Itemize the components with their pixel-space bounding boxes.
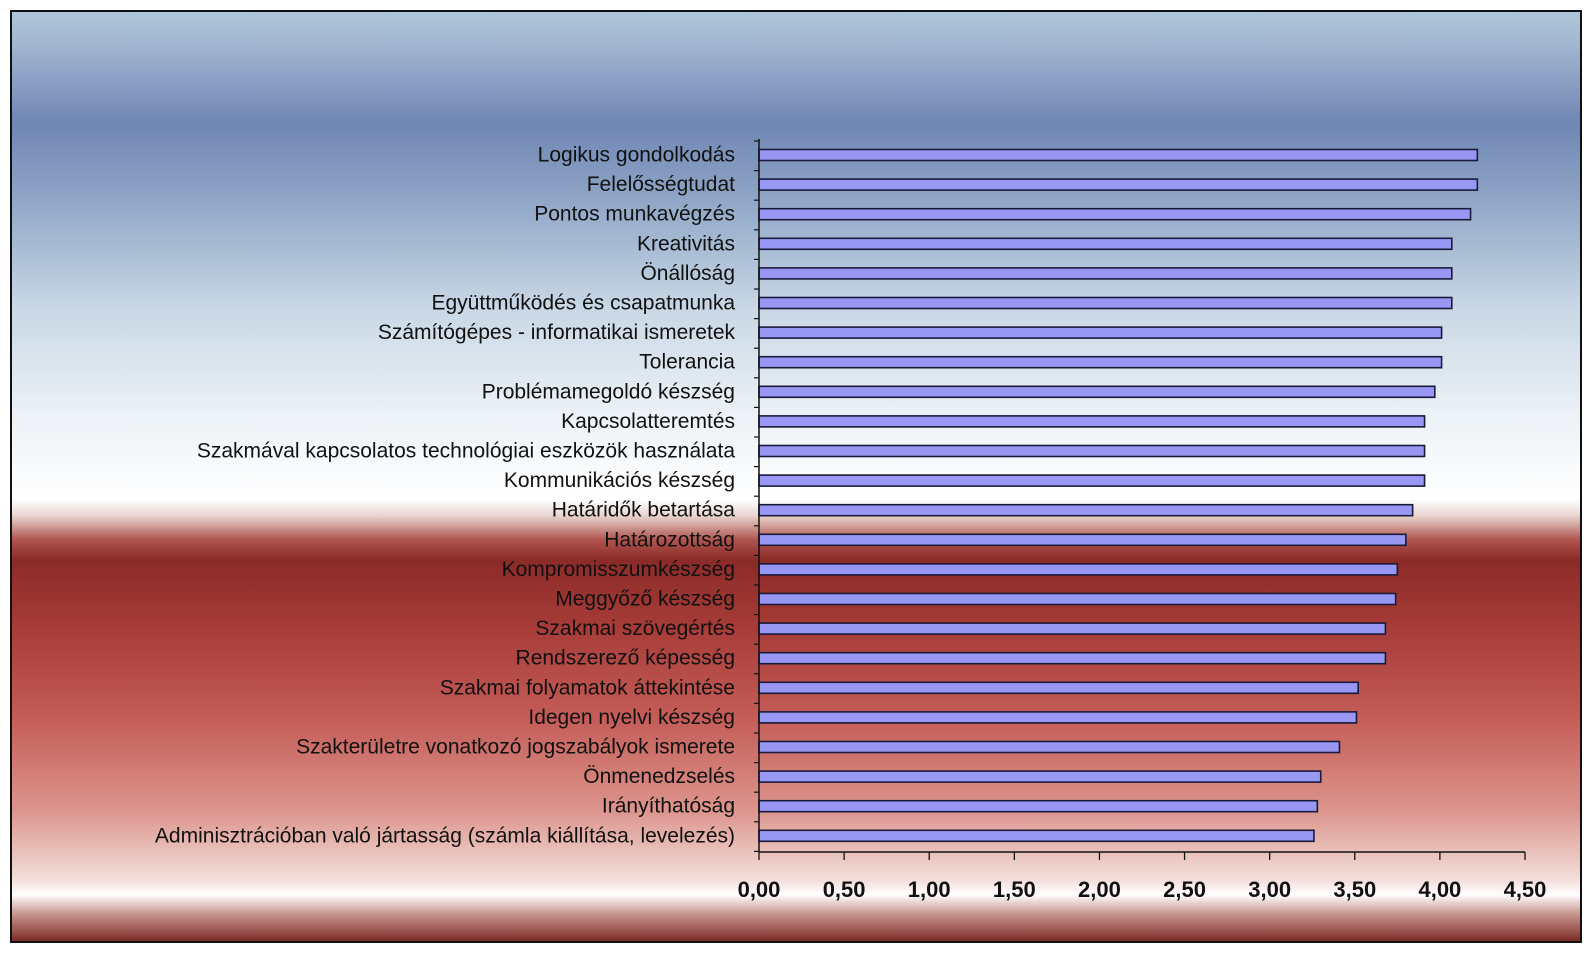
x-tick-label: 4,50: [1504, 877, 1547, 902]
category-label: Szakterületre vonatkozó jogszabályok ism…: [296, 736, 735, 759]
bar: [758, 651, 1387, 665]
bar-chart: Logikus gondolkodás Felelősségtudat Pontos…: [155, 139, 1547, 902]
category-label: Számítógépes - informatikai ismeretek: [378, 321, 736, 344]
bars-layer: [758, 148, 1479, 843]
bar: [758, 799, 1319, 813]
bar: [758, 444, 1426, 458]
bar: [758, 267, 1453, 280]
x-tick-label: 2,50: [1163, 877, 1206, 902]
category-label: Határozottság: [604, 528, 735, 551]
category-label: Kreativitás: [637, 232, 735, 255]
category-label: Határidők betartása: [552, 499, 736, 522]
bar: [758, 296, 1453, 310]
x-tick-label: 1,00: [908, 877, 951, 902]
category-label: Kapcsolatteremtés: [561, 410, 735, 433]
bar: [758, 622, 1387, 635]
bar: [758, 681, 1359, 695]
x-tick-label: 0,00: [738, 877, 781, 902]
bar: [758, 592, 1397, 606]
category-label: Idegen nyelvi készség: [528, 706, 735, 729]
category-label: Irányíthatóság: [602, 795, 735, 818]
category-label: Problémamegoldó készség: [482, 380, 735, 403]
bar: [758, 533, 1407, 547]
category-labels: Logikus gondolkodás Felelősségtudat Pontos…: [155, 144, 736, 848]
bar: [758, 148, 1479, 162]
category-label: Önmenedzselés: [583, 765, 735, 788]
bar: [758, 178, 1479, 191]
bar: [758, 207, 1472, 221]
bar: [758, 326, 1443, 339]
axes-layer: [754, 139, 1526, 860]
bar: [758, 415, 1426, 428]
bar: [758, 740, 1341, 754]
x-tick-label: 3,00: [1248, 877, 1291, 902]
bar: [758, 770, 1322, 783]
category-label: Kompromisszumkészség: [502, 558, 735, 581]
bar: [758, 237, 1453, 251]
category-label: Együttműködés és csapatmunka: [432, 292, 736, 315]
x-tick-label: 1,50: [993, 877, 1036, 902]
bar: [758, 503, 1414, 517]
category-label: Meggyőző készség: [555, 588, 735, 611]
x-tick-labels: 0,00 0,50 1,00 1,50 2,00 2,50 3,00 3,50 4,00 4,50: [738, 877, 1547, 902]
bar: [758, 355, 1443, 369]
category-label: Logikus gondolkodás: [538, 144, 735, 167]
category-label: Szakmai folyamatok áttekintése: [440, 676, 735, 699]
bar: [758, 474, 1426, 487]
x-tick-label: 3,50: [1333, 877, 1376, 902]
bar: [758, 829, 1315, 843]
chart-frame: Logikus gondolkodás Felelősségtudat Pontos…: [10, 10, 1582, 943]
category-label: Rendszerező képesség: [516, 647, 735, 670]
bar: [758, 385, 1436, 399]
category-label: Önállóság: [640, 262, 735, 285]
category-label: Pontos munkavégzés: [534, 203, 735, 226]
category-label: Szakmával kapcsolatos technológiai eszkö…: [197, 440, 735, 463]
bar: [758, 711, 1358, 724]
x-tick-label: 4,00: [1418, 877, 1461, 902]
x-tick-label: 2,00: [1078, 877, 1121, 902]
category-label: Felelősségtudat: [587, 173, 735, 196]
category-label: Kommunikációs készség: [504, 469, 735, 492]
bar: [758, 563, 1399, 576]
x-tick-label: 0,50: [823, 877, 866, 902]
category-label: Tolerancia: [639, 351, 735, 374]
category-label: Szakmai szövegértés: [535, 617, 735, 640]
category-label: Adminisztrációban való jártasság (számla…: [155, 824, 735, 847]
